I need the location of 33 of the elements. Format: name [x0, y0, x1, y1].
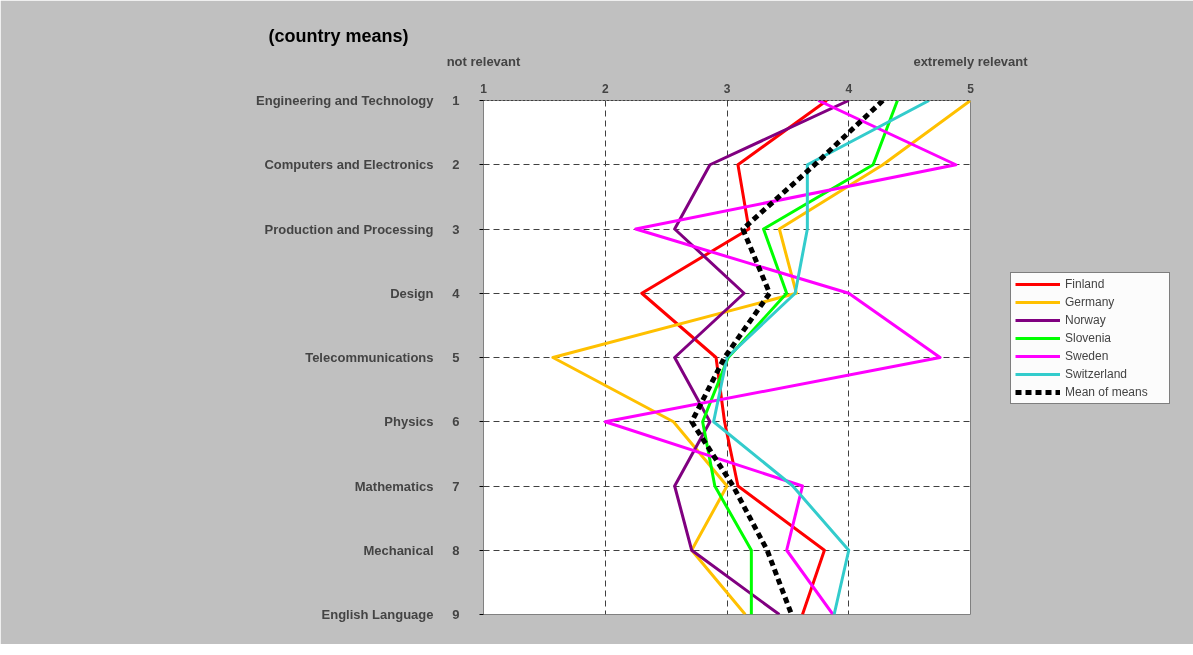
y-tick-label: Physics [384, 414, 434, 430]
x-tick-label: 2 [601, 81, 609, 96]
x-tick-label: 4 [845, 81, 853, 96]
y2-tick-label: 9 [452, 607, 460, 622]
y-tick-label: Mechanical [363, 542, 434, 558]
y-tick-label: Engineering and Technology [256, 93, 435, 108]
text: not relevant [446, 53, 522, 69]
y2-tick-label: 8 [452, 542, 460, 558]
legend-label: Germany [1065, 295, 1116, 309]
text: extremely relevant [913, 53, 1029, 69]
y2-tick-label: 4 [452, 285, 461, 301]
y-tick-label: Design [390, 285, 434, 301]
y-tick-label: Telecommunications [305, 350, 434, 365]
y2-tick-label: 2 [452, 157, 460, 173]
legend-label: Finland [1065, 277, 1106, 291]
y2-tick-label: 5 [452, 350, 460, 365]
legend-label: Switzerland [1065, 367, 1129, 381]
y2-tick-label: 6 [452, 414, 460, 430]
y-tick-label: Mathematics [354, 478, 434, 494]
y2-tick-label: 1 [452, 93, 460, 108]
legend-label: Slovenia [1065, 331, 1113, 345]
y2-tick-label: 3 [452, 221, 460, 237]
x-tick-label: 1 [480, 81, 488, 96]
legend-label: Sweden [1065, 349, 1110, 363]
text: (country means) [268, 25, 409, 46]
legend-label: Mean of means [1065, 385, 1149, 399]
y-tick-label: Computers and Electronics [264, 157, 434, 173]
y-tick-label: English Language [321, 607, 434, 622]
legend-label: Norway [1065, 313, 1107, 327]
y2-tick-label: 7 [452, 478, 460, 494]
x-tick-label: 5 [967, 81, 975, 96]
y-tick-label: Production and Processing [264, 221, 434, 237]
x-tick-label: 3 [723, 81, 731, 96]
